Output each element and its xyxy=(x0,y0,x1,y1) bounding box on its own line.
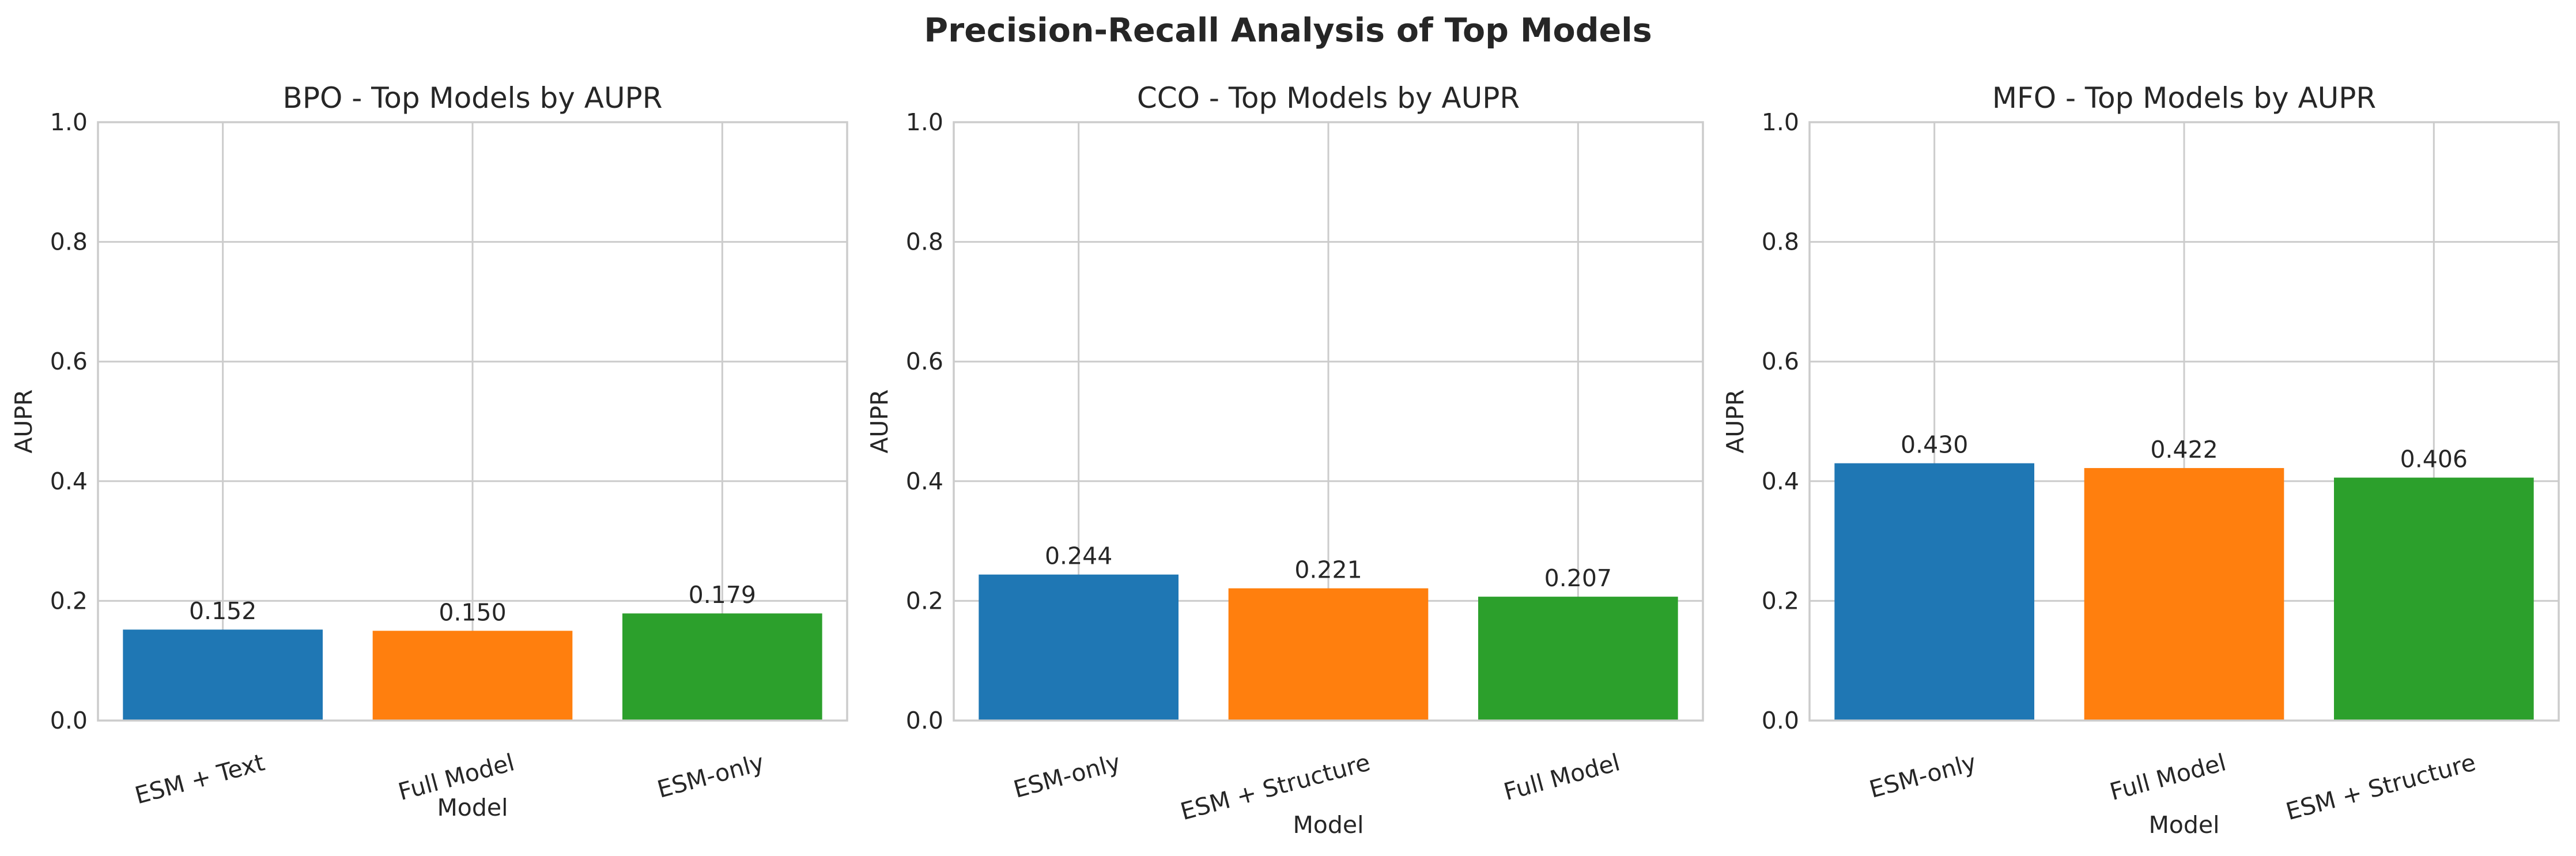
data-label: 0.221 xyxy=(1294,556,1362,584)
axes-frame xyxy=(1808,121,2560,722)
y-tick-label: 0.8 xyxy=(906,228,943,256)
y-tick-label: 0.4 xyxy=(50,467,88,495)
y-tick-label: 0.8 xyxy=(50,228,88,256)
x-tick-label: ESM + Structure xyxy=(2283,748,2479,825)
x-tick-label: ESM-only xyxy=(654,748,767,803)
y-tick-label: 0.4 xyxy=(906,467,943,495)
axes-frame xyxy=(953,121,1704,722)
bar xyxy=(123,629,323,721)
y-axis-label: AUPR xyxy=(866,389,893,453)
axes-frame xyxy=(97,121,848,722)
y-tick-label: 0.0 xyxy=(1762,707,1799,734)
bar xyxy=(622,613,822,721)
data-label: 0.406 xyxy=(2400,446,2468,473)
bar xyxy=(2334,477,2534,721)
y-tick-label: 0.2 xyxy=(1762,587,1799,614)
bar xyxy=(979,574,1179,721)
data-label: 0.244 xyxy=(1045,542,1112,570)
data-label: 0.179 xyxy=(689,581,756,609)
x-tick-label: Full Model xyxy=(2107,748,2229,806)
y-tick-label: 0.6 xyxy=(50,348,88,375)
bar xyxy=(2084,467,2284,721)
chart-title: MFO - Top Models by AUPR xyxy=(1992,81,2376,115)
x-axis-label: Model xyxy=(1293,811,1363,839)
y-tick-label: 0.0 xyxy=(906,707,943,734)
x-tick-label: ESM-only xyxy=(1867,748,1980,803)
chart-title: CCO - Top Models by AUPR xyxy=(1137,81,1520,115)
x-tick-label: ESM + Text xyxy=(132,748,267,809)
y-axis-label: AUPR xyxy=(1721,389,1749,453)
data-label: 0.430 xyxy=(1901,431,1968,459)
chart-panel-3: MFO - Top Models by AUPR 0.0 0.2 0.4 0.6 0.8 1… xyxy=(1721,81,2560,839)
data-label: 0.422 xyxy=(2150,436,2218,463)
bar xyxy=(1478,597,1678,721)
y-tick-label: 0.6 xyxy=(1762,348,1799,375)
bar xyxy=(1834,463,2034,721)
y-tick-label: 1.0 xyxy=(1762,108,1799,136)
y-axis-label: AUPR xyxy=(10,389,37,453)
y-tick-label: 1.0 xyxy=(906,108,943,136)
y-tick-label: 0.4 xyxy=(1762,467,1799,495)
bar xyxy=(1228,588,1429,721)
chart-title: BPO - Top Models by AUPR xyxy=(283,81,663,115)
chart-panel-1: BPO - Top Models by AUPR 0.0 0.2 0.4 0.6 0.8 1… xyxy=(10,81,848,821)
bar xyxy=(372,631,573,721)
y-tick-label: 0.2 xyxy=(906,587,943,614)
y-tick-label: 0.6 xyxy=(906,348,943,375)
x-axis-label: Model xyxy=(2148,811,2219,839)
y-tick-label: 0.0 xyxy=(50,707,88,734)
x-tick-label: Full Model xyxy=(1501,748,1623,806)
data-label: 0.207 xyxy=(1544,564,1612,592)
y-tick-label: 0.8 xyxy=(1762,228,1799,256)
data-label: 0.152 xyxy=(189,597,256,625)
chart-panel-2: CCO - Top Models by AUPR 0.0 0.2 0.4 0.6 0.8 1… xyxy=(866,81,1704,839)
x-tick-label: ESM-only xyxy=(1011,748,1124,803)
y-tick-label: 0.2 xyxy=(50,587,88,614)
y-tick-label: 1.0 xyxy=(50,108,88,136)
figure-title: Precision-Recall Analysis of Top Models xyxy=(924,12,1652,50)
chart-panels: BPO - Top Models by AUPR 0.0 0.2 0.4 0.6 0.8 1… xyxy=(10,81,2560,839)
data-label: 0.150 xyxy=(439,598,506,626)
x-axis-label: Model xyxy=(437,794,508,821)
